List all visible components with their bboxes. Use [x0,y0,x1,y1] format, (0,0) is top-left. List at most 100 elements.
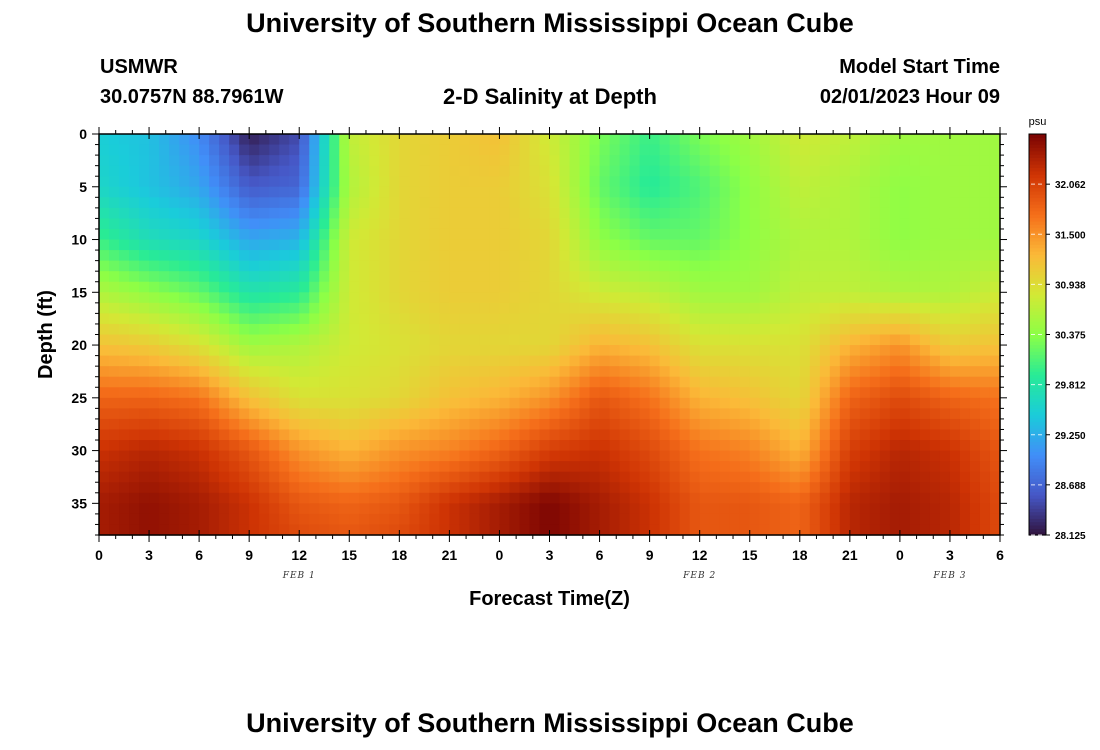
heatmap-cell [859,155,871,167]
heatmap-cell [969,387,981,399]
colorbar-segment [1029,498,1046,503]
heatmap-cell [599,334,611,346]
heatmap-cell [119,218,130,230]
heatmap-cell [279,165,290,177]
heatmap-cell [289,524,300,536]
heatmap-cell [369,165,380,177]
heatmap-cell [519,482,531,494]
heatmap-cell [449,186,460,198]
heatmap-cell [929,450,941,462]
heatmap-cell [509,418,521,431]
heatmap-cell [569,313,581,325]
heatmap-cell [199,376,210,388]
heatmap-cell [659,492,671,504]
heatmap-cell [169,250,180,262]
heatmap-cell [569,271,581,283]
heatmap-cell [289,492,300,504]
heatmap-cell [469,471,481,483]
heatmap-cell [689,218,701,230]
heatmap-cell [469,440,481,452]
heatmap-cell [699,176,711,188]
heatmap-cell [799,250,811,262]
heatmap-cell [159,176,170,188]
heatmap-cell [429,429,440,441]
heatmap-cell [629,450,641,462]
heatmap-cell [339,207,350,220]
heatmap-cell [439,313,450,325]
heatmap-cell [889,355,901,367]
heatmap-cell [439,239,450,251]
heatmap-cell [359,429,370,441]
heatmap-cell [199,408,210,420]
heatmap-cell [909,397,921,409]
heatmap-cell [569,144,581,156]
heatmap-cell [419,313,430,325]
heatmap-cell [709,134,721,146]
heatmap-cell [689,397,701,409]
colorbar-segment [1029,294,1046,299]
heatmap-cell [519,345,531,357]
heatmap-cell [449,197,460,209]
day-label: FEB 2 [682,571,716,581]
heatmap-cell [559,165,571,177]
heatmap-cell [119,471,130,483]
heatmap-cell [489,250,501,262]
heatmap-cell [529,408,541,420]
heatmap-cell [269,239,280,251]
heatmap-cell [719,345,731,357]
heatmap-cell [759,239,771,251]
heatmap-cell [889,144,901,156]
heatmap-cell [899,345,911,357]
heatmap-cell [609,207,621,220]
heatmap-cell [949,228,961,241]
heatmap-cell [829,387,841,399]
heatmap-cell [569,429,581,441]
heatmap-cell [949,492,961,504]
heatmap-cell [229,165,240,177]
heatmap-cell [219,397,230,409]
heatmap-cell [709,418,721,431]
heatmap-cell [579,302,591,314]
heatmap-cell [589,482,601,494]
heatmap-cell [249,513,260,526]
heatmap-cell [129,387,140,399]
heatmap-cell [139,239,150,251]
heatmap-cell [429,134,440,146]
heatmap-cell [199,429,210,441]
heatmap-cell [319,387,330,399]
heatmap-cell [359,503,370,515]
heatmap-cell [239,165,250,177]
heatmap-cell [539,271,551,283]
heatmap-cell [709,461,721,473]
heatmap-cell [299,461,310,473]
heatmap-cell [529,134,541,146]
heatmap-cell [409,323,420,336]
heatmap-cell [299,440,310,452]
heatmap-cell [319,155,330,167]
heatmap-cell [339,218,350,230]
heatmap-cell [149,323,160,336]
heatmap-cell [149,218,160,230]
heatmap-cell [179,334,190,346]
heatmap-cell [519,260,531,272]
heatmap-cell [559,418,571,431]
heatmap-cell [839,292,851,304]
heatmap-cell [219,408,230,420]
colorbar-segment [1029,451,1046,456]
heatmap-cell [589,513,601,526]
heatmap-cell [729,471,741,483]
heatmap-cell [459,155,471,167]
colorbar-segment [1029,357,1046,362]
y-tick-label: 25 [71,390,87,406]
heatmap-cell [799,482,811,494]
heatmap-cell [229,218,240,230]
heatmap-cell [919,144,931,156]
heatmap-cell [169,492,180,504]
heatmap-cell [549,281,561,293]
heatmap-cell [759,165,771,177]
heatmap-cell [409,440,420,452]
heatmap-cell [189,503,200,515]
heatmap-cell [909,513,921,526]
heatmap-cell [719,461,731,473]
heatmap-cell [449,387,460,399]
